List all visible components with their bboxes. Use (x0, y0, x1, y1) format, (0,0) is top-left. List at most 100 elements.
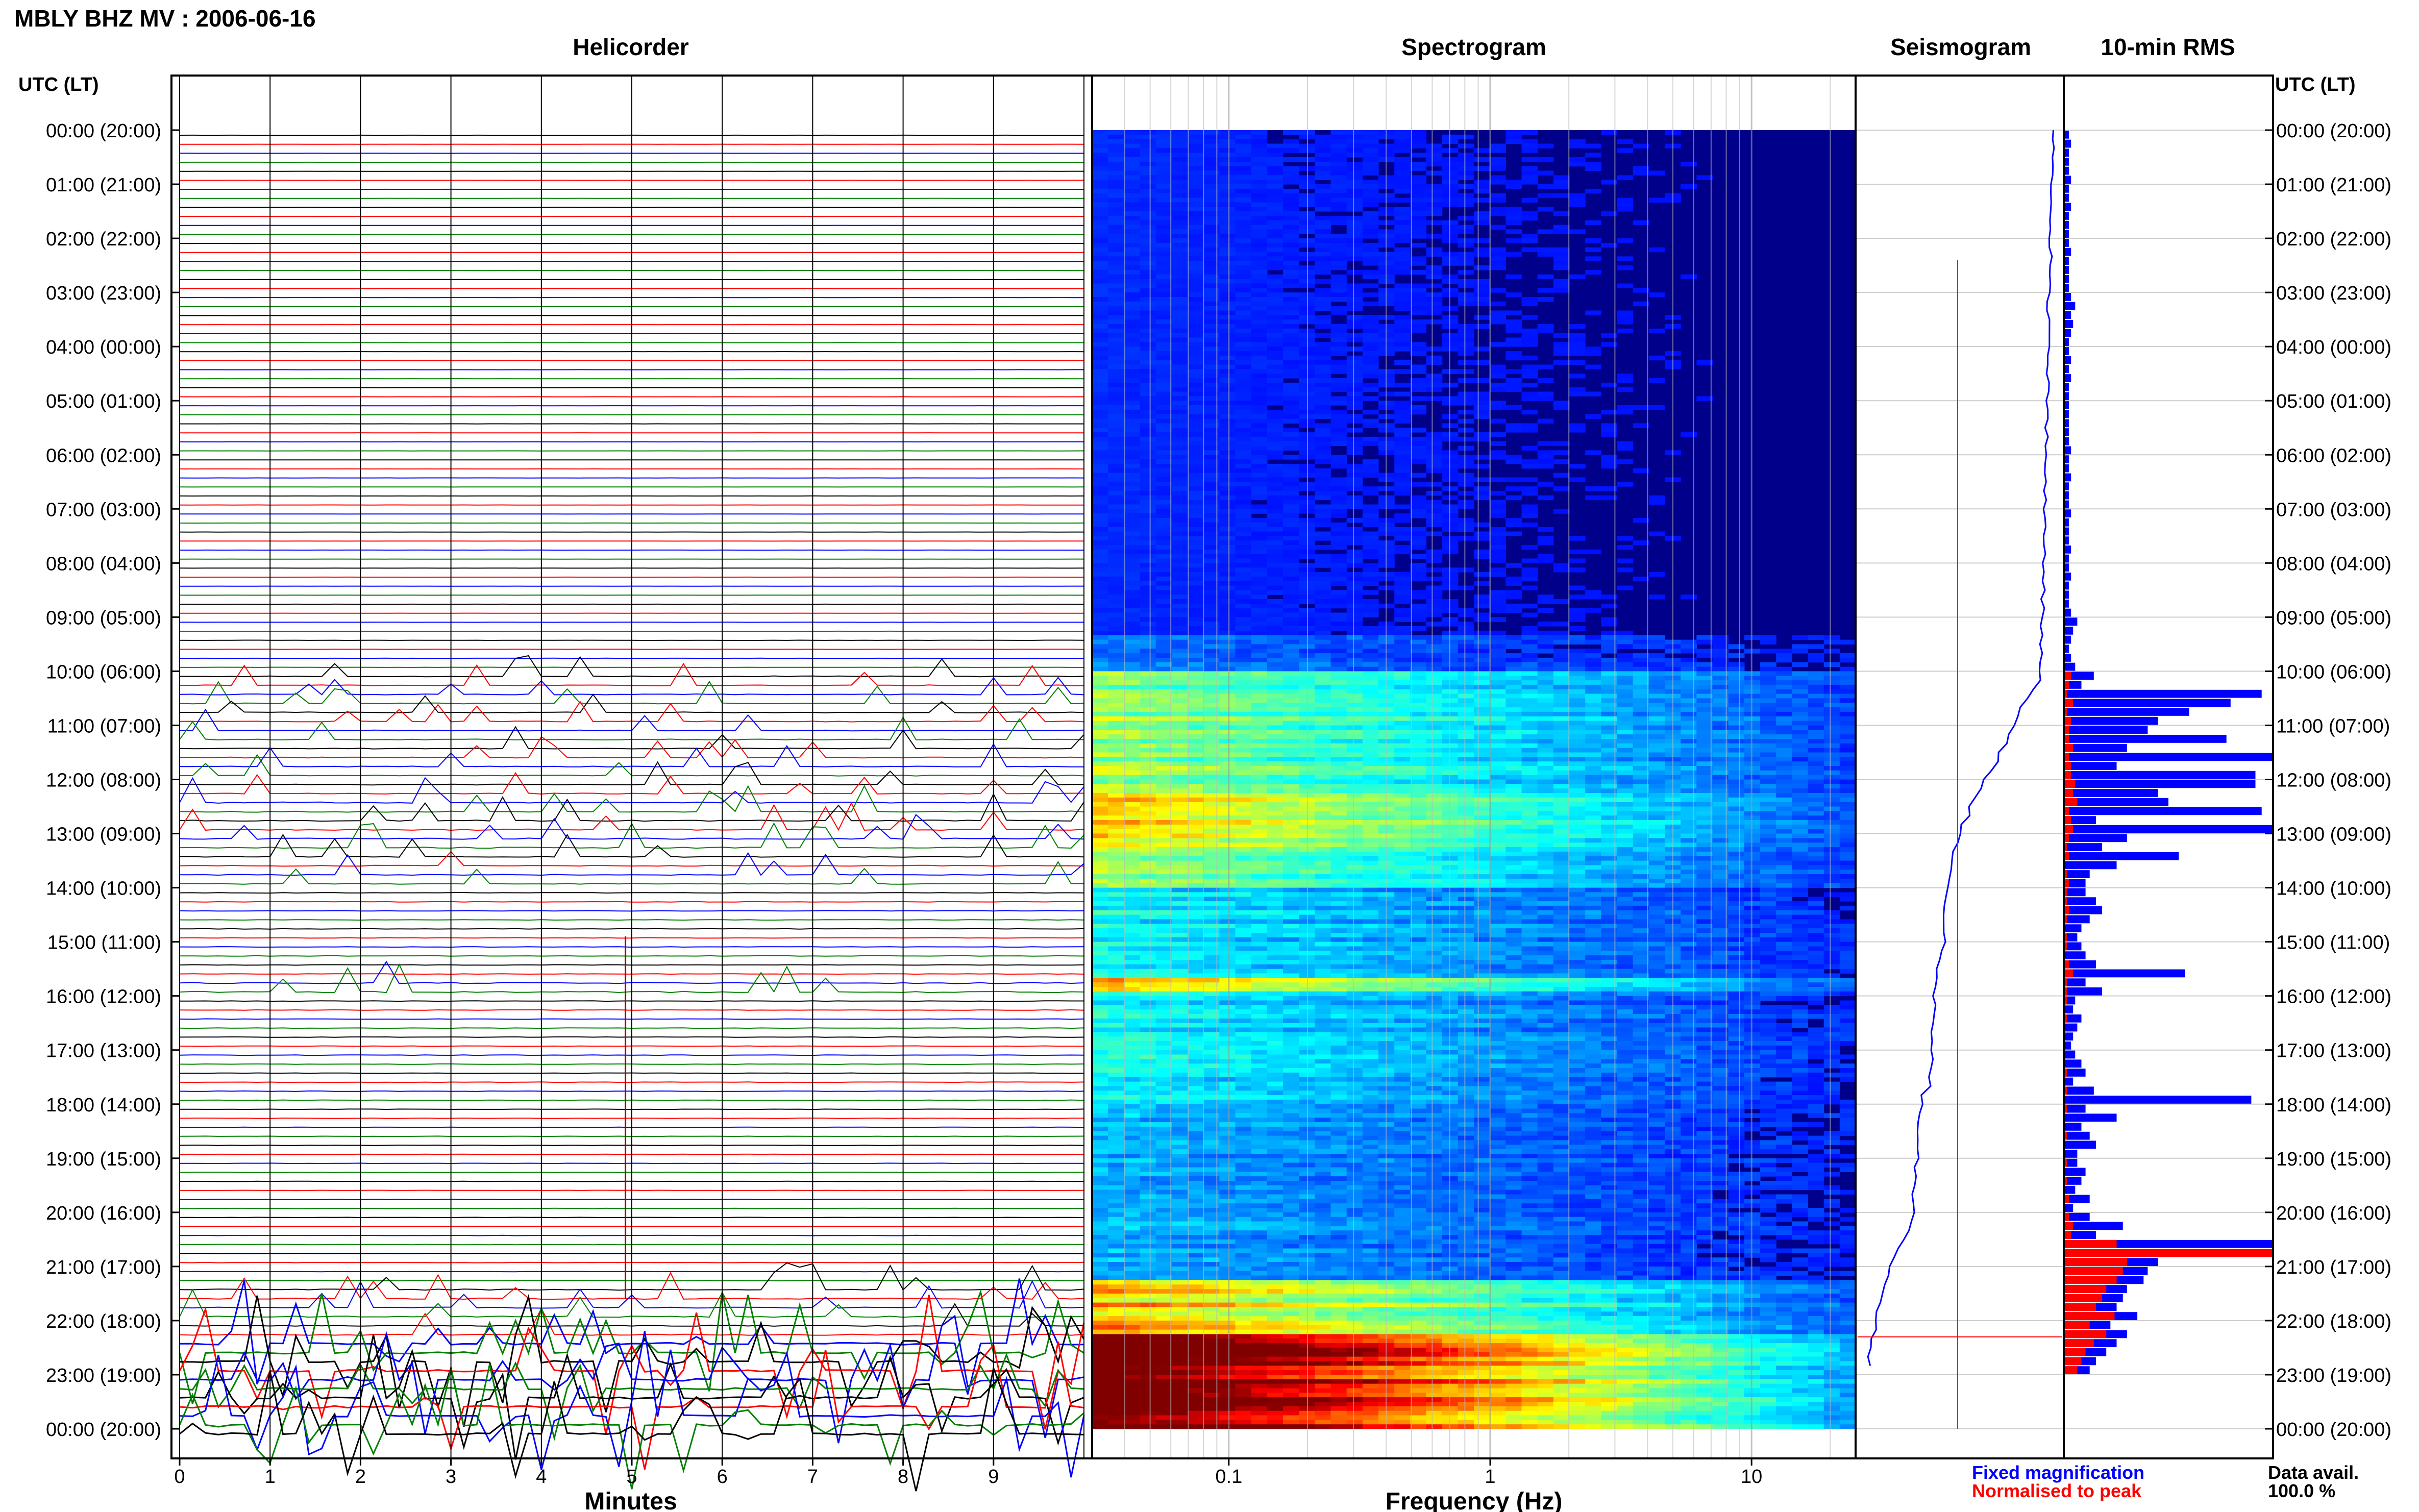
spectrogram-cell (1188, 626, 1204, 631)
spectrogram-cell (1712, 662, 1729, 667)
spectrogram-cell (1648, 662, 1665, 667)
spectrogram-cell (1330, 693, 1347, 699)
spectrogram-cell (1124, 441, 1141, 447)
spectrogram-cell (1124, 418, 1141, 424)
spectrogram-cell (1760, 703, 1776, 708)
spectrogram-cell (1537, 193, 1554, 199)
spectrogram-cell (1410, 779, 1427, 784)
spectrogram-cell (1283, 766, 1299, 771)
spectrogram-cell (1490, 725, 1506, 730)
spectrogram-cell (1426, 463, 1443, 469)
spectrogram-cell (1108, 545, 1124, 550)
spectrogram-cell (1188, 283, 1204, 288)
spectrogram-cell (1283, 229, 1299, 234)
spectrogram-cell (1569, 707, 1586, 712)
spectrogram-cell (1426, 197, 1443, 203)
spectrogram-cell (1188, 328, 1204, 334)
spectrogram-cell (1569, 391, 1586, 396)
spectrogram-cell (1458, 567, 1474, 573)
spectrogram-cell (1315, 531, 1331, 536)
spectrogram-cell (1171, 468, 1188, 474)
spectrogram-cell (1474, 396, 1490, 401)
spectrogram-cell (1569, 594, 1586, 600)
station-title: MBLY BHZ MV : 2006-06-16 (14, 5, 316, 32)
spectrogram-cell (1458, 711, 1474, 717)
spectrogram-cell (1474, 838, 1490, 843)
spectrogram-cell (1108, 698, 1124, 703)
spectrogram-cell (1108, 130, 1124, 135)
spectrogram-cell (1267, 432, 1283, 437)
spectrogram-cell (1410, 626, 1427, 631)
spectrogram-cell (1394, 617, 1411, 622)
spectrogram-cell (1251, 630, 1268, 636)
spectrogram-cell (1426, 297, 1443, 302)
spectrogram-cell (1124, 225, 1141, 230)
spectrogram-cell (1283, 504, 1299, 509)
spectrogram-cell (1203, 612, 1220, 617)
spectrogram-cell (1585, 838, 1601, 843)
spectrogram-cell (1696, 793, 1713, 798)
spectrogram-cell (1108, 824, 1124, 830)
spectrogram-cell (1108, 482, 1124, 487)
spectrogram-cell (1315, 518, 1331, 523)
spectrogram-cell (1346, 766, 1363, 771)
spectrogram-cell (1092, 779, 1108, 784)
spectrogram-cell (1394, 414, 1411, 419)
spectrogram-cell (1140, 842, 1156, 848)
spectrogram-cell (1171, 779, 1188, 784)
spectrogram-cell (1235, 531, 1252, 536)
spectrogram-cell (1155, 563, 1172, 568)
spectrogram-cell (1124, 829, 1141, 834)
spectrogram-cell (1410, 653, 1427, 658)
spectrogram-cell (1394, 630, 1411, 636)
spectrogram-cell (1235, 234, 1252, 239)
spectrogram-cell (1092, 360, 1108, 365)
spectrogram-cell (1458, 630, 1474, 636)
spectrogram-cell (1728, 698, 1745, 703)
spectrogram-cell (1362, 711, 1379, 717)
spectrogram-cell (1315, 734, 1331, 739)
spectrogram-cell (1569, 770, 1586, 776)
spectrogram-cell (1537, 721, 1554, 726)
spectrogram-cell (1171, 811, 1188, 816)
spectrogram-cell (1394, 824, 1411, 830)
spectrogram-cell (1617, 536, 1634, 541)
spectrogram-cell (1410, 666, 1427, 672)
spectrogram-cell (1315, 450, 1331, 455)
spectrogram-cell (1744, 739, 1761, 744)
spectrogram-cell (1696, 689, 1713, 695)
spectrogram-cell (1521, 490, 1538, 496)
spectrogram-cell (1346, 188, 1363, 194)
spectrogram-cell (1219, 148, 1236, 153)
spectrogram-cell (1171, 234, 1188, 239)
spectrogram-cell (1553, 342, 1570, 347)
spectrogram-cell (1410, 730, 1427, 735)
spectrogram-cell (1171, 211, 1188, 216)
spectrogram-cell (1203, 504, 1220, 509)
spectrogram-cell (1394, 815, 1411, 821)
spectrogram-cell (1203, 761, 1220, 766)
spectrogram-cell (1283, 527, 1299, 532)
spectrogram-cell (1633, 689, 1649, 695)
spectrogram-cell (1346, 622, 1363, 627)
spectrogram-cell (1458, 297, 1474, 302)
spectrogram-cell (1235, 549, 1252, 555)
spectrogram-cell (1235, 207, 1252, 212)
spectrogram-cell (1346, 220, 1363, 226)
spectrogram-cell (1648, 657, 1665, 663)
spectrogram-cell (1108, 594, 1124, 600)
spectrogram-cell (1171, 603, 1188, 609)
spectrogram-cell (1155, 784, 1172, 789)
spectrogram-cell (1092, 626, 1108, 631)
spectrogram-cell (1394, 238, 1411, 243)
spectrogram-cell (1108, 761, 1124, 766)
spectrogram-cell (1155, 622, 1172, 627)
spectrogram-cell (1839, 657, 1856, 663)
spectrogram-cell (1474, 432, 1490, 437)
spectrogram-cell (1490, 815, 1506, 821)
spectrogram-cell (1140, 292, 1156, 298)
spectrogram-cell (1490, 225, 1506, 230)
spectrogram-cell (1569, 202, 1586, 207)
spectrogram-cell (1140, 301, 1156, 307)
spectrogram-cell (1728, 842, 1745, 848)
